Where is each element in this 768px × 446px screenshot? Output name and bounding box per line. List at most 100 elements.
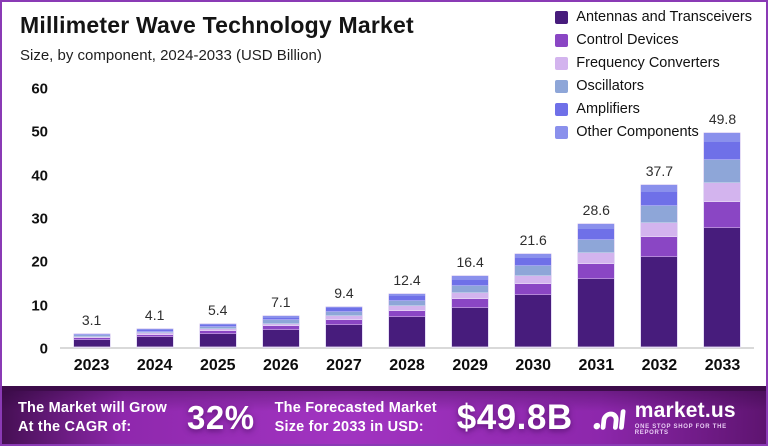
x-axis-tick-label: 2029	[452, 357, 488, 374]
legend-swatch	[555, 125, 569, 139]
bar-segment	[641, 184, 678, 193]
bar-segment	[136, 331, 173, 334]
x-axis-tick-label: 2024	[136, 357, 173, 374]
bar-segment	[704, 227, 741, 347]
cagr-value: 32%	[187, 398, 255, 436]
bar-segment	[578, 278, 615, 347]
bar-segment	[199, 331, 236, 335]
bar-value-label: 12.4	[393, 271, 421, 288]
legend-swatch	[555, 10, 569, 24]
bar-column: 3.1	[60, 89, 123, 347]
forecast-label-line2: Size for 2033 in USD:	[274, 418, 424, 435]
legend-item-label: Amplifiers	[576, 101, 640, 117]
stacked-bar	[262, 316, 299, 347]
x-axis-tick-label: 2023	[73, 357, 110, 374]
stacked-bar	[199, 323, 236, 347]
bar-segment	[452, 285, 489, 293]
legend-item-label: Antennas and Transceivers	[576, 9, 752, 25]
bar-segment	[578, 224, 615, 230]
chart-area: 0 10 20 30 40 50 60 3.1 4.1 5.4 7.1 9.4 12.4 16.4 21.…	[16, 81, 754, 374]
bar-segment	[325, 306, 362, 309]
bar-segment	[704, 160, 741, 183]
legend-item-label: Control Devices	[576, 32, 679, 48]
forecast-label: The Forecasted Market Size for 2033 in U…	[275, 399, 437, 437]
bar-segment	[262, 330, 299, 347]
legend-item: Other Components	[555, 124, 752, 140]
bar-column: 9.4	[312, 89, 375, 347]
bar-segment	[389, 293, 426, 297]
bar-segment	[199, 326, 236, 330]
bar-segment	[578, 252, 615, 264]
bar-value-label: 37.7	[645, 162, 674, 179]
bar-segment	[515, 254, 552, 259]
legend-swatch	[555, 79, 569, 93]
legend-item-label: Frequency Converters	[576, 55, 720, 71]
bar-segment	[325, 316, 362, 320]
x-axis-tick-label: 2031	[578, 357, 615, 374]
forecast-label-line1: The Forecasted Market	[274, 399, 437, 416]
legend-swatch	[555, 56, 569, 70]
bar-value-label: 28.6	[582, 202, 610, 219]
bar-segment	[389, 300, 426, 307]
bar-segment	[389, 310, 426, 318]
bar-segment	[452, 292, 489, 300]
stacked-bar	[641, 184, 678, 347]
bar-segment	[262, 323, 299, 327]
bar-value-label: 7.1	[271, 294, 291, 311]
bar-segment	[325, 308, 362, 312]
bar-segment	[73, 334, 110, 336]
bar-segment	[578, 229, 615, 240]
chart-header: Millimeter Wave Technology Market Size, …	[20, 12, 414, 64]
bar-column: 37.7	[628, 89, 691, 347]
bar-column: 16.4	[439, 89, 502, 347]
bar-column: 21.6	[502, 89, 565, 347]
legend-item: Oscillators	[555, 78, 752, 94]
bar-value-label: 5.4	[208, 301, 228, 318]
bar-segment	[262, 317, 299, 321]
plot-area: 3.1 4.1 5.4 7.1 9.4 12.4 16.4 21.6 28.6 37.7 49.8	[60, 89, 754, 349]
bar-segment	[325, 311, 362, 317]
bar-segment	[704, 202, 741, 228]
logo-tagline: One Stop Shop For The Reports	[634, 424, 727, 436]
bar-segment	[452, 299, 489, 308]
stacked-bar	[389, 293, 426, 347]
bar-segment	[515, 258, 552, 266]
bar-value-label: 3.1	[81, 311, 102, 328]
bar-segment	[199, 324, 236, 327]
cagr-label-line2: At the CAGR of:	[18, 418, 132, 435]
x-axis-tick-label: 2033	[704, 357, 741, 374]
cagr-label-line1: The Market will Grow	[18, 399, 168, 416]
chart-legend: Antennas and Transceivers Control Devices…	[555, 9, 752, 140]
logo-text-block: market.us One Stop Shop For The Reports	[635, 399, 750, 436]
forecast-value: $49.8B	[456, 397, 573, 437]
bar-segment	[578, 263, 615, 279]
legend-item-label: Other Components	[576, 124, 699, 140]
legend-swatch	[555, 33, 569, 47]
bar-segment	[704, 142, 741, 161]
y-axis-tick-label: 60	[31, 80, 48, 98]
bar-value-label: 9.4	[334, 284, 354, 301]
stacked-bar	[325, 306, 362, 347]
page-subtitle: Size, by component, 2024-2033 (USD Billi…	[20, 47, 322, 64]
bar-segment	[452, 279, 489, 286]
y-axis-tick-label: 0	[39, 340, 48, 358]
bar-segment	[515, 284, 552, 296]
market-us-logo-icon	[593, 408, 626, 430]
stacked-bar	[73, 333, 110, 347]
legend-swatch	[555, 102, 569, 116]
bar-segment	[389, 296, 426, 301]
bar-segment	[641, 205, 678, 223]
bar-segment	[452, 307, 489, 347]
bar-segment	[136, 333, 173, 336]
bar-value-label: 16.4	[456, 254, 484, 271]
x-axis-tick-label: 2032	[641, 357, 678, 374]
legend-item: Antennas and Transceivers	[555, 9, 752, 25]
stacked-bar	[578, 224, 615, 347]
bar-segment	[73, 339, 110, 347]
bar-segment	[262, 326, 299, 330]
x-axis-tick-label: 2026	[263, 357, 299, 374]
x-axis-labels: 2023 2024 2025 2026 2027 2028 2029 2030 2031 2032…	[60, 357, 754, 375]
bar-value-label: 4.1	[144, 307, 165, 324]
bar-segment	[515, 265, 552, 276]
bar-segment	[641, 192, 678, 206]
